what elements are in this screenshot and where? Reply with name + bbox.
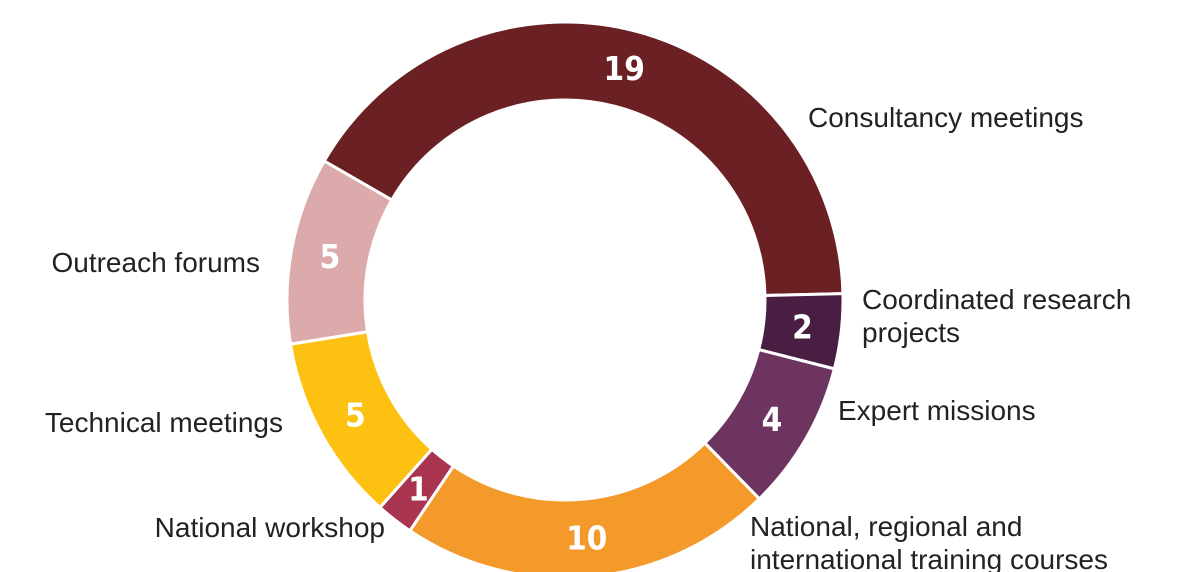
slice [285,158,394,346]
category-label: Expert missions [838,394,1036,426]
value-label: 2 [792,308,813,347]
category-label: National, regional and international tra… [750,511,1108,572]
category-label: Consultancy meetings [808,101,1084,133]
value-label: 5 [320,237,341,276]
value-label: 5 [345,395,366,434]
value-label: 10 [566,519,607,558]
category-label: Outreach forums [51,246,260,278]
value-label: 4 [762,400,783,439]
category-label: Technical meetings [44,406,283,438]
category-label: National workshop [154,511,385,543]
value-label: 1 [408,469,429,508]
value-label: 19 [604,49,645,88]
slice [322,20,845,297]
category-label: Coordinated research projects [862,284,1132,348]
